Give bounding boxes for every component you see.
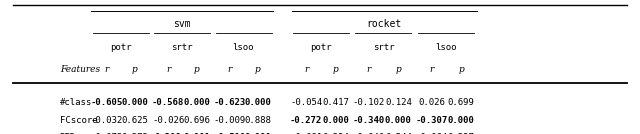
Text: 0.417: 0.417 [323,98,349,107]
Text: r: r [166,65,170,74]
Text: Features: Features [60,65,100,74]
Text: -0.009: -0.009 [214,116,246,125]
Text: -0.040: -0.040 [353,133,385,134]
Text: r: r [304,65,308,74]
Text: -0.568: -0.568 [152,98,184,107]
Text: lsoo: lsoo [233,43,254,52]
Text: 0.699: 0.699 [448,98,474,107]
Text: 0.001: 0.001 [183,133,210,134]
Text: -0.064: -0.064 [415,133,448,134]
Text: -0.605: -0.605 [91,98,123,107]
Text: -0.081: -0.081 [290,133,323,134]
Text: srtr: srtr [172,43,193,52]
Text: FCscore: FCscore [60,116,97,125]
Text: -0.026: -0.026 [152,116,184,125]
Text: p: p [193,65,199,74]
Text: -0.102: -0.102 [353,98,385,107]
Text: svm: svm [173,19,191,29]
Text: -0.272: -0.272 [290,116,323,125]
Text: 0.026: 0.026 [418,98,445,107]
Text: 0.000: 0.000 [244,98,271,107]
Text: 0.209: 0.209 [155,133,182,134]
Text: -0.623: -0.623 [214,98,246,107]
Text: p: p [333,65,339,74]
Text: 0.000: 0.000 [385,116,412,125]
Text: 0.000: 0.000 [448,116,474,125]
Text: r: r [367,65,371,74]
Text: lsoo: lsoo [435,43,457,52]
Text: potr: potr [310,43,332,52]
Text: -0.073: -0.073 [91,133,123,134]
Text: 0.888: 0.888 [244,116,271,125]
Text: -0.032: -0.032 [91,116,123,125]
Text: -0.510: -0.510 [214,133,246,134]
Text: p: p [396,65,401,74]
Text: r: r [228,65,232,74]
Text: r: r [429,65,434,74]
Text: rocket: rocket [366,19,401,29]
Text: -0.307: -0.307 [415,116,448,125]
Text: #class: #class [60,98,92,107]
Text: potr: potr [110,43,131,52]
Text: -0.054: -0.054 [290,98,323,107]
Text: 0.696: 0.696 [183,116,210,125]
Text: 0.272: 0.272 [122,133,148,134]
Text: 0.000: 0.000 [183,98,210,107]
Text: 0.224: 0.224 [323,133,349,134]
Text: 0.000: 0.000 [122,98,148,107]
Text: BFD: BFD [60,133,76,134]
Text: 0.124: 0.124 [385,98,412,107]
Text: p: p [255,65,260,74]
Text: p: p [132,65,138,74]
Text: 0.000: 0.000 [323,116,349,125]
Text: 0.544: 0.544 [385,133,412,134]
Text: r: r [104,65,109,74]
Text: srtr: srtr [372,43,394,52]
Text: 0.000: 0.000 [244,133,271,134]
Text: -0.340: -0.340 [353,116,385,125]
Text: 0.625: 0.625 [122,116,148,125]
Text: p: p [458,65,464,74]
Text: 0.337: 0.337 [448,133,474,134]
